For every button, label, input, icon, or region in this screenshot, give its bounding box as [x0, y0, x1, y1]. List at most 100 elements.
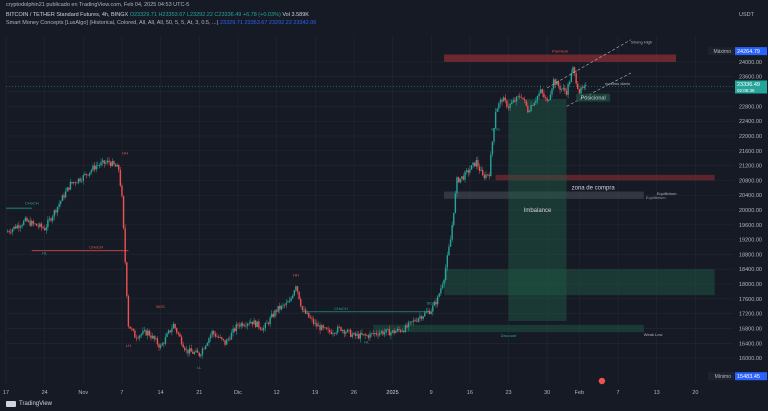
candle-body — [19, 226, 22, 228]
candle-body — [364, 334, 366, 336]
candle-body — [137, 337, 139, 339]
candle-body — [151, 335, 154, 339]
swing-label: LL — [197, 365, 202, 370]
chart-header: cryptodolphin21 publicado en TradingView… — [0, 0, 768, 34]
candle-body — [229, 338, 231, 340]
candle-body — [557, 81, 560, 87]
candle-body — [285, 302, 287, 305]
candle-body — [163, 343, 165, 345]
candle-body — [269, 317, 271, 324]
candle-body — [142, 330, 144, 335]
candle-body — [11, 229, 14, 233]
candle-body — [37, 225, 39, 227]
candle-body — [108, 160, 110, 163]
x-tick-label: 23 — [505, 390, 511, 396]
x-tick-label: 21 — [196, 390, 202, 396]
candle-body — [193, 352, 196, 354]
symbol-line: BITCOIN / TETHER Standard Futures, 4h, B… — [6, 12, 309, 18]
candle-body — [554, 79, 556, 85]
candle-body — [77, 178, 80, 183]
candle-body — [533, 102, 535, 106]
candle-body — [320, 325, 323, 331]
candle-body — [101, 160, 104, 163]
candle-body — [341, 330, 344, 331]
event-marker-icon — [598, 377, 606, 385]
y-tick-label: 17200.00 — [739, 312, 762, 318]
candle-body — [490, 154, 492, 177]
price-tag-value: 24264.79 — [737, 49, 760, 55]
candle-body — [159, 345, 162, 348]
candle-body — [312, 319, 315, 324]
candle-body — [370, 333, 373, 334]
candle-body — [216, 336, 218, 338]
candle-body — [42, 227, 44, 229]
candle-body — [462, 176, 465, 180]
candle-body — [525, 100, 527, 106]
candle-body — [58, 203, 60, 207]
candle-body — [177, 332, 180, 335]
candle-body — [348, 329, 350, 331]
candle-body — [560, 88, 563, 90]
candle-body — [35, 223, 38, 226]
annotation-label: maximo diario — [605, 81, 631, 86]
y-tick-label: 21200.00 — [739, 164, 762, 170]
candle-body — [514, 100, 516, 102]
candle-body — [143, 330, 146, 331]
candle-body — [469, 169, 471, 173]
currency-label[interactable]: USDT — [739, 12, 754, 18]
candle-body — [556, 81, 558, 85]
candle-body — [478, 166, 481, 171]
candle-body — [435, 301, 437, 305]
candle-body — [201, 348, 204, 355]
candle-body — [92, 165, 94, 171]
candle-body — [578, 89, 581, 94]
candle-body — [467, 170, 469, 173]
candle-body — [488, 174, 490, 177]
candle-body — [80, 180, 83, 182]
x-tick-label: Feb — [575, 390, 584, 396]
candle-body — [367, 335, 370, 338]
candle-body — [448, 246, 450, 256]
candle-body — [106, 160, 109, 163]
candle-body — [219, 337, 221, 338]
candle-body — [251, 321, 254, 325]
zone-equilibrium — [444, 191, 644, 199]
candle-body — [140, 334, 142, 336]
candle-body — [393, 330, 395, 334]
candle-body — [43, 228, 46, 231]
candle-body — [68, 187, 70, 190]
candle-body — [432, 305, 434, 312]
candle-body — [167, 330, 170, 334]
candle-body — [134, 330, 136, 338]
candle-body — [346, 329, 349, 333]
candle-body — [119, 170, 122, 186]
x-tick-label: 9 — [430, 390, 433, 396]
candle-body — [93, 165, 96, 170]
structure-label: CHoCH — [89, 245, 103, 250]
candle-body — [329, 329, 331, 332]
y-tick-label: 22000.00 — [739, 134, 762, 140]
candle-body — [494, 111, 497, 129]
candle-body — [85, 173, 88, 175]
indicator-line: Smart Money Concepts [LuxAlgo] (Historic… — [6, 20, 316, 26]
indicator-name[interactable]: Smart Money Concepts [LuxAlgo] (Historic… — [6, 20, 219, 26]
candle-body — [338, 326, 341, 328]
candle-body — [258, 321, 260, 328]
candle-body — [126, 262, 128, 297]
symbol-name[interactable]: BITCOIN / TETHER Standard Futures, 4h, B… — [6, 12, 129, 18]
candle-body — [45, 227, 47, 231]
candle-body — [441, 284, 444, 289]
candle-body — [6, 231, 9, 233]
candle-body — [114, 164, 117, 167]
candle-body — [567, 83, 569, 95]
candle-body — [187, 349, 189, 354]
candle-body — [351, 334, 353, 337]
y-tick-label: 17600.00 — [739, 297, 762, 303]
y-tick-label: 24000.00 — [739, 60, 762, 66]
candle-body — [354, 333, 357, 336]
candle-body — [288, 300, 291, 303]
candle-body — [227, 338, 229, 340]
candle-body — [283, 304, 286, 306]
candle-body — [433, 301, 436, 306]
